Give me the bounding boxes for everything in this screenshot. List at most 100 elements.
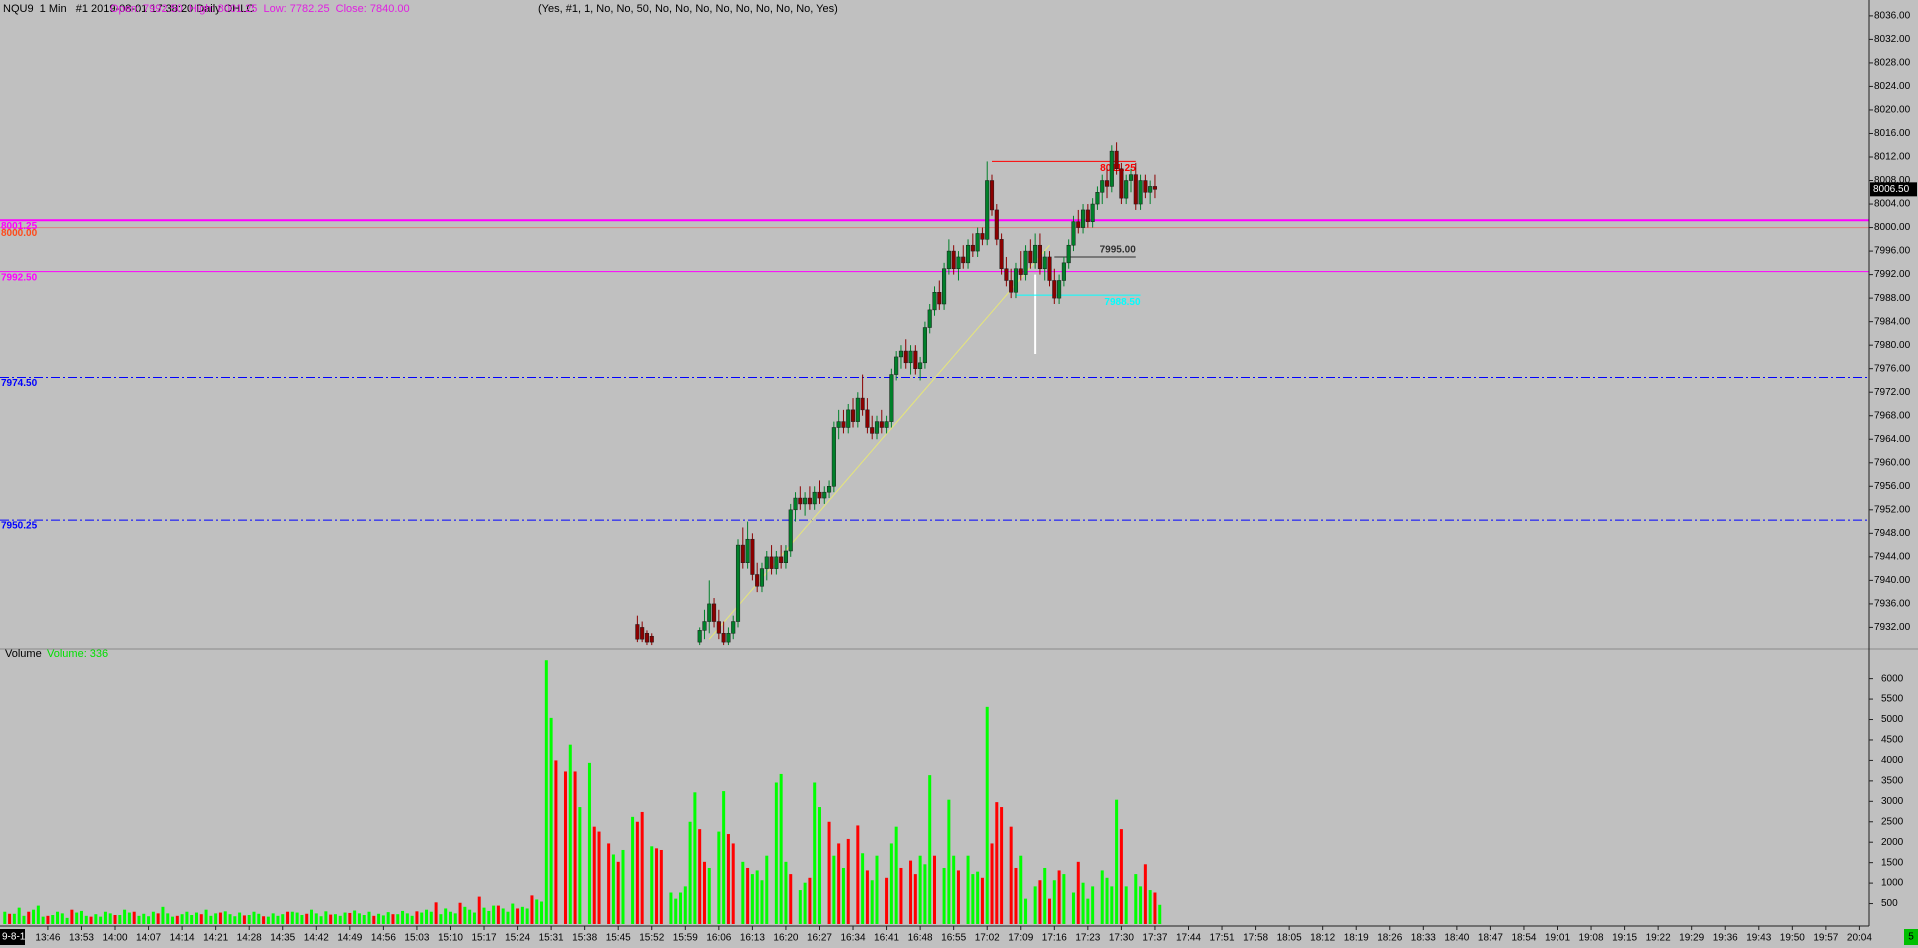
volume-bar <box>1081 882 1085 924</box>
volume-bar <box>386 912 390 924</box>
volume-bar <box>1057 870 1061 924</box>
candle-body <box>793 497 798 511</box>
volume-bar <box>875 855 879 924</box>
volume-bar <box>32 909 36 924</box>
level-label: 7950.25 <box>1 521 38 532</box>
x-tick-label: 19:50 <box>1780 933 1805 944</box>
x-tick-label: 17:23 <box>1075 933 1100 944</box>
volume-bar <box>683 886 687 924</box>
y-tick-label: 7984.00 <box>1874 316 1911 327</box>
volume-bar <box>592 826 596 924</box>
volume-bar <box>798 890 802 924</box>
volume-pane <box>3 660 1162 924</box>
volume-bar <box>65 917 69 924</box>
candle-body <box>846 409 851 428</box>
volume-bar <box>343 912 347 924</box>
volume-bar <box>94 914 98 924</box>
volume-bar <box>995 802 999 924</box>
volume-bar <box>218 912 222 924</box>
volume-bar <box>669 892 673 924</box>
x-tick-label: 19:36 <box>1713 933 1738 944</box>
volume-bar <box>568 744 572 924</box>
x-tick-label: 17:16 <box>1042 933 1067 944</box>
y-tick-label: 7960.00 <box>1874 457 1911 468</box>
volume-bar <box>496 905 500 924</box>
axes: 8000.008001.257992.507974.507950.258036.… <box>1 11 1917 944</box>
x-tick-label: 14:49 <box>337 933 362 944</box>
candle-body <box>1143 180 1148 193</box>
volume-bar <box>1062 874 1066 924</box>
y-tick-label: 1500 <box>1881 857 1904 868</box>
volume-bar <box>367 911 371 924</box>
x-tick-label: 19:43 <box>1746 933 1771 944</box>
volume-bar <box>70 909 74 924</box>
x-tick-label: 18:40 <box>1444 933 1469 944</box>
volume-bar <box>923 864 927 924</box>
volume-bar <box>190 915 194 924</box>
volume-bar <box>990 843 994 924</box>
volume-bar <box>530 895 534 924</box>
volume-bar <box>276 915 280 924</box>
volume-bar <box>487 910 491 924</box>
volume-bar <box>722 791 726 924</box>
volume-bar <box>1071 892 1075 924</box>
x-tick-label: 15:24 <box>505 933 530 944</box>
volume-bar <box>942 867 946 924</box>
volume-bar <box>290 911 294 924</box>
volume-bar <box>885 877 889 924</box>
candle-body <box>697 630 702 643</box>
volume-bar <box>779 773 783 924</box>
volume-bar <box>429 911 433 924</box>
volume-bar <box>199 914 203 924</box>
volume-bar <box>439 914 443 924</box>
candle-body <box>989 180 995 211</box>
volume-bar <box>1043 867 1047 924</box>
candle-body <box>726 633 731 643</box>
candle-body <box>956 256 961 269</box>
volume-bar <box>305 913 309 924</box>
volume-bar <box>928 775 932 924</box>
volume-bar <box>870 880 874 924</box>
volume-bar <box>784 861 788 924</box>
candle-body <box>803 497 808 505</box>
candle-body <box>1128 174 1134 181</box>
volume-bar <box>856 825 860 924</box>
volume-bar <box>79 910 83 924</box>
volume-bar <box>1014 867 1018 924</box>
candle-body <box>865 409 870 428</box>
volume-bar <box>1076 861 1080 924</box>
y-tick-label: 8000.00 <box>1874 222 1911 233</box>
volume-bar <box>803 882 807 924</box>
x-tick-label: 18:54 <box>1511 933 1536 944</box>
candle-body <box>788 509 793 552</box>
volume-bar <box>808 877 812 924</box>
volume-bar <box>238 912 242 924</box>
ohlc-info: Open: 7992.50 High: 8001.25 Low: 7782.25… <box>110 3 410 15</box>
x-tick-label: 14:14 <box>170 933 195 944</box>
volume-bar <box>674 898 678 924</box>
x-tick-label: 16:27 <box>807 933 832 944</box>
candle-body <box>922 327 927 364</box>
volume-bar <box>185 911 189 924</box>
x-tick-label: 16:48 <box>908 933 933 944</box>
volume-bar <box>482 907 486 924</box>
volume-bar <box>453 913 457 924</box>
x-tick-label: 16:34 <box>841 933 866 944</box>
volume-bar <box>36 905 40 924</box>
volume-bar <box>60 913 64 924</box>
volume-bar <box>3 911 7 924</box>
y-tick-label: 2500 <box>1881 816 1904 827</box>
candle-body <box>980 233 985 240</box>
x-tick-label: 14:00 <box>102 933 127 944</box>
candle-body <box>798 497 803 505</box>
candle-body <box>644 633 650 643</box>
y-tick-label: 5000 <box>1881 714 1904 725</box>
volume-bar <box>554 760 558 924</box>
volume-bar <box>1009 826 1013 924</box>
volume-bar <box>1038 880 1042 924</box>
x-tick-label: 17:58 <box>1243 933 1268 944</box>
candle-body <box>1119 168 1124 199</box>
candle-body <box>1061 262 1066 281</box>
candle-body <box>1052 280 1057 299</box>
